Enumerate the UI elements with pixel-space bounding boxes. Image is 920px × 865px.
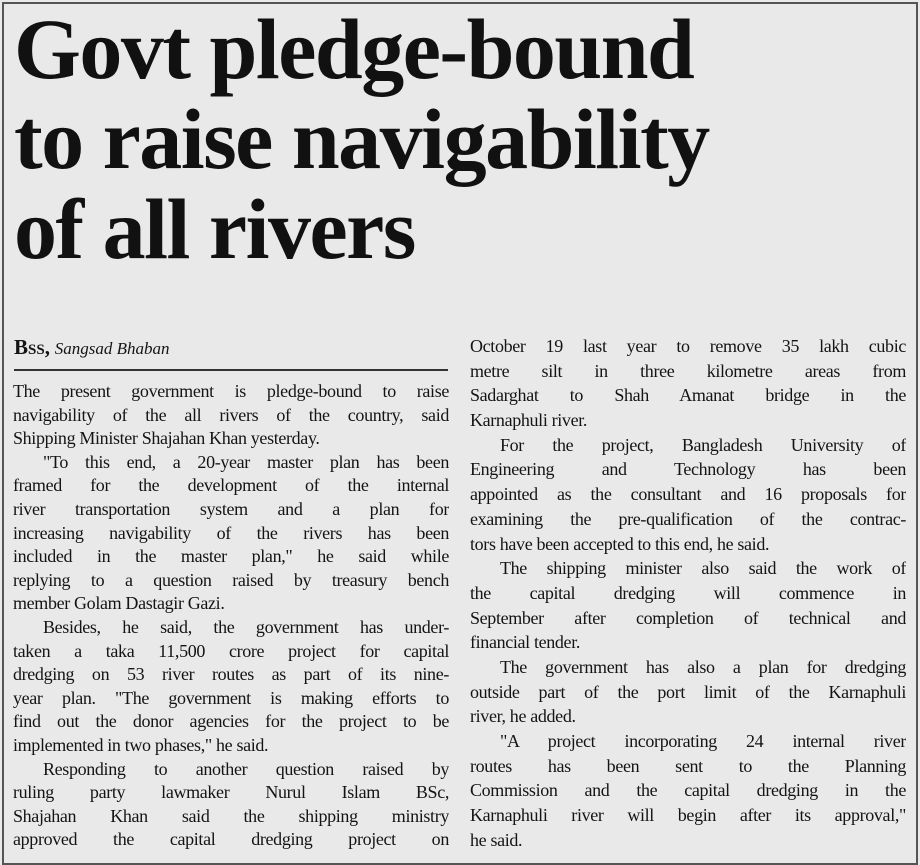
article-text-line: increasing navigability of the rivers ha…: [13, 522, 449, 543]
article-text-line: October 19 last year to remove 35 lakh c…: [470, 336, 906, 356]
article-text-line: examining the pre-qualification of the c…: [470, 508, 906, 529]
headline: Govt pledge-bound to raise navigability …: [14, 4, 914, 274]
byline-agency: Bss,: [14, 335, 50, 359]
article-text-line: Shajahan Khan said the shipping ministry: [13, 805, 449, 826]
byline: Bss, Sangsad Bhaban: [14, 335, 169, 360]
article-text-line: appointed as the consultant and 16 propo…: [470, 484, 906, 505]
article-text-line: Commission and the capital dredging in t…: [470, 780, 906, 801]
article-text-line: metre silt in three kilometre areas from: [470, 360, 906, 381]
article-text-line: taken a taka 11,500 crore project for ca…: [13, 640, 449, 661]
article-column-left: The present government is pledge-bound t…: [13, 380, 449, 852]
article-text-line: replying to a question raised by treasur…: [13, 569, 449, 590]
article-text-line: tors have been accepted to this end, he …: [470, 533, 770, 554]
article-text-line: Karnaphuli river.: [470, 410, 588, 431]
article-text-line: Engineering and Technology has been: [470, 459, 906, 480]
article-text-line: Besides, he said, the government has und…: [43, 616, 449, 637]
article-text-line: the capital dredging will commence in: [470, 582, 906, 603]
headline-line: to raise navigability: [14, 91, 710, 187]
byline-divider: [14, 369, 448, 371]
article-text-line: routes has been sent to the Planning: [470, 755, 906, 776]
article-text-line: he said.: [470, 829, 523, 850]
article-text-line: Karnaphuli river will begin after its ap…: [470, 805, 906, 826]
article-text-line: river, he added.: [470, 706, 576, 727]
article-text-line: For the project, Bangladesh University o…: [500, 434, 906, 455]
article-text-line: "A project incorporating 24 internal riv…: [500, 731, 906, 751]
article-text-line: member Golam Dastagir Gazi.: [13, 593, 225, 614]
article-text-line: implemented in two phases," he said.: [13, 734, 269, 755]
article-text-line: year plan. "The government is making eff…: [13, 687, 449, 708]
article-text-line: navigability of the all rivers of the co…: [13, 404, 449, 425]
article-text-line: approved the capital dredging project on: [13, 829, 449, 850]
article-text-line: Shipping Minister Shajahan Khan yesterda…: [13, 428, 320, 449]
article-text-line: September after completion of technical …: [470, 607, 906, 628]
article-text-line: Responding to another question raised by: [43, 758, 449, 779]
article-text-line: financial tender.: [470, 632, 580, 653]
article-text-line: "To this end, a 20-year master plan has …: [43, 451, 449, 472]
article-column-right: October 19 last year to remove 35 lakh c…: [470, 334, 906, 852]
article-text-line: river transportation system and a plan f…: [13, 498, 449, 519]
article-text-line: The shipping minister also said the work…: [500, 558, 906, 579]
article-text-line: framed for the development of the intern…: [13, 475, 449, 496]
article-text-line: dredging on 53 river routes as part of i…: [13, 664, 449, 685]
headline-line: of all rivers: [14, 181, 416, 277]
article-text-line: find out the donor agencies for the proj…: [13, 711, 449, 732]
article-text-line: Sadarghat to Shah Amanat bridge in the: [470, 385, 906, 406]
article-text-line: The government has also a plan for dredg…: [500, 656, 906, 677]
byline-place: Sangsad Bhaban: [54, 339, 170, 358]
article-text-line: ruling party lawmaker Nurul Islam BSc,: [13, 782, 449, 803]
article-text-line: included in the master plan," he said wh…: [13, 546, 449, 567]
article-text-line: outside part of the port limit of the Ka…: [470, 681, 906, 702]
article-text-line: The present government is pledge-bound t…: [13, 381, 449, 401]
headline-line: Govt pledge-bound: [14, 1, 695, 97]
